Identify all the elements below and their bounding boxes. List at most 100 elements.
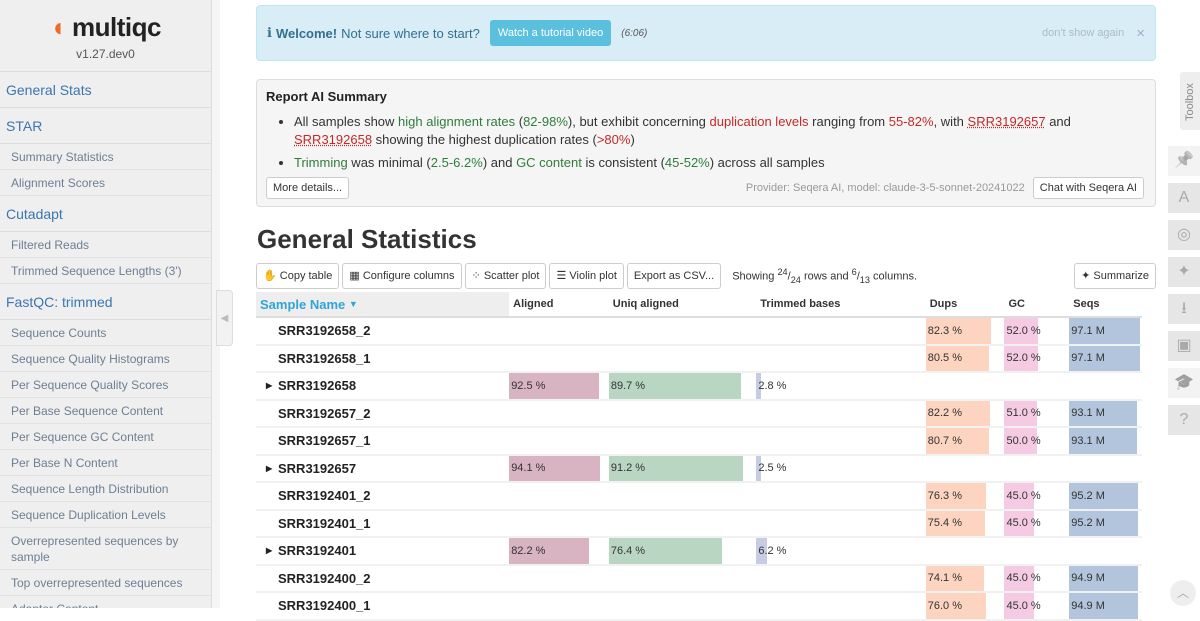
sidebar-item[interactable]: Overrepresented sequences by sample [0, 528, 211, 570]
sidebar-item[interactable]: Cutadapt [0, 196, 211, 232]
dups-bar [925, 565, 985, 591]
table-row[interactable]: SRR3192658_2 82.3 % 52.0 % 97.1 M [256, 318, 1142, 346]
dups-value: 80.5 % [927, 352, 962, 365]
sample-name: SRR3192401_1 [278, 515, 371, 531]
sample-name: SRR3192658_2 [278, 323, 371, 339]
logo[interactable]: ◖ multiqc v1.27.dev0 [0, 0, 211, 72]
header-sample-name[interactable]: Sample Name ▼ [256, 292, 510, 316]
table-row[interactable]: ▶ SRR3192658 92.5 % 89.7 % 2.8 % [256, 373, 1142, 401]
scroll-to-top-button[interactable]: ︿ [1170, 580, 1196, 606]
table-row[interactable]: SRR3192400_1 76.0 % 45.0 % 94.9 M [256, 593, 1142, 621]
violin-icon: ☰ [556, 270, 570, 282]
table-row[interactable]: SRR3192657_2 82.2 % 51.0 % 93.1 M [256, 400, 1142, 428]
cell-trimmed [756, 401, 925, 427]
sidebar-item[interactable]: Per Base Sequence Content [0, 398, 211, 424]
trimmed-bar [756, 373, 762, 399]
header-gc[interactable]: GC [1008, 298, 1025, 310]
sidebar-collapse-toggle[interactable]: ◀ [216, 290, 233, 346]
download-icon[interactable]: ⭳ [1168, 294, 1200, 324]
label: Scatter plot [483, 270, 540, 282]
font-icon[interactable]: A [1168, 183, 1200, 213]
cell-uniq [609, 428, 756, 454]
copy-table-button[interactable]: ✋ Copy table [256, 263, 340, 289]
copy-icon: ✋ [263, 270, 280, 282]
cols-total: 13 [859, 274, 870, 285]
sidebar-item[interactable]: Alignment Scores [0, 170, 211, 196]
configure-columns-button[interactable]: ▦ Configure columns [342, 263, 462, 289]
sidebar-item[interactable]: Top overrepresented sequences [0, 570, 211, 596]
toolbox-label: Toolbox [1184, 83, 1196, 121]
cell-uniq: 89.7 % [608, 373, 756, 399]
general-stats-table: Sample Name ▼ Aligned Uniq aligned Trimm… [256, 292, 1142, 621]
violin-plot-button[interactable]: ☰ Violin plot [549, 263, 624, 289]
sidebar-item[interactable]: Per Sequence GC Content [0, 424, 211, 450]
expand-caret-icon[interactable]: ▶ [266, 381, 273, 391]
uniq-bar [608, 373, 742, 399]
dont-show-again-link[interactable]: don't show again [1042, 27, 1125, 39]
table-row[interactable]: SRR3192400_2 74.1 % 45.0 % 94.9 M [256, 565, 1142, 593]
seqs-value: 93.1 M [1071, 434, 1105, 447]
sidebar-item[interactable]: Per Sequence Quality Scores [0, 372, 211, 398]
sample-link[interactable]: SRR3192658 [294, 132, 373, 147]
header-dups[interactable]: Dups [929, 298, 958, 310]
text: ) [630, 132, 635, 147]
sidebar-item[interactable]: Trimmed Sequence Lengths (3') [0, 258, 211, 284]
toolbox-tab[interactable]: Toolbox [1180, 72, 1200, 130]
more-details-button[interactable]: More details... [266, 177, 350, 199]
cell-uniq: 76.4 % [608, 538, 756, 564]
summarize-button[interactable]: ✦ Summarize [1074, 263, 1156, 289]
expand-caret-icon[interactable]: ▶ [266, 463, 273, 473]
sidebar-item[interactable]: Sequence Quality Histograms [0, 346, 211, 372]
sidebar-item[interactable]: Per Base N Content [0, 450, 211, 476]
sample-name: SRR3192658_1 [278, 350, 371, 366]
cell-sample-name[interactable]: ▶ SRR3192657 [256, 456, 509, 482]
close-icon[interactable]: × [1136, 24, 1145, 42]
cell-aligned [509, 483, 606, 509]
seqs-value: 94.9 M [1071, 599, 1105, 612]
uniq-bar [608, 538, 722, 564]
cell-uniq [609, 346, 756, 372]
graduation-cap-icon[interactable]: 🎓 [1168, 368, 1200, 398]
header-aligned[interactable]: Aligned [513, 298, 554, 310]
table-row[interactable]: ▶ SRR3192401 82.2 % 76.4 % 6.2 % [256, 538, 1142, 566]
text: ) across all samples [709, 155, 825, 170]
pin-icon[interactable]: 📌 [1168, 146, 1200, 176]
table-row[interactable]: SRR3192658_1 80.5 % 52.0 % 97.1 M [256, 345, 1142, 373]
sparkle-icon[interactable]: ✦ [1168, 257, 1200, 287]
cell-aligned [509, 428, 606, 454]
help-icon[interactable]: ? [1168, 405, 1200, 435]
sample-link[interactable]: SRR3192657 [967, 114, 1046, 129]
header-seqs[interactable]: Seqs [1073, 298, 1100, 310]
multiqc-logo: ◖ multiqc [0, 12, 211, 43]
cell-sample-name: SRR3192657_2 [256, 401, 509, 427]
cell-sample-name[interactable]: ▶ SRR3192401 [256, 538, 509, 564]
table-row[interactable]: SRR3192657_1 80.7 % 50.0 % 93.1 M [256, 428, 1142, 456]
sidebar-item[interactable]: STAR [0, 108, 211, 144]
cell-seqs: 94.9 M [1069, 593, 1142, 619]
sidebar-item[interactable]: Sequence Duplication Levels [0, 502, 211, 528]
sidebar-item[interactable]: FastQC: trimmed [0, 284, 211, 320]
header-trimmed-bases[interactable]: Trimmed bases [760, 298, 841, 310]
tutorial-video-button[interactable]: Watch a tutorial video [489, 20, 612, 46]
sidebar-item[interactable]: Filtered Reads [0, 232, 211, 258]
table-row[interactable]: ▶ SRR3192657 94.1 % 91.2 % 2.5 % [256, 455, 1142, 483]
sidebar-item[interactable]: General Stats [0, 72, 211, 108]
gc-bar [1004, 483, 1034, 509]
sidebar-item[interactable]: Adapter Content [0, 596, 211, 608]
sidebar-item[interactable]: Sequence Counts [0, 320, 211, 346]
sidebar-item[interactable]: Summary Statistics [0, 144, 211, 170]
dups-value: 74.1 % [927, 572, 962, 585]
expand-caret-icon[interactable]: ▶ [266, 546, 273, 556]
scatter-plot-button[interactable]: ⁘ Scatter plot [464, 263, 547, 289]
export-csv-button[interactable]: Export as CSV... [626, 263, 722, 289]
save-icon[interactable]: ▣ [1168, 331, 1200, 361]
header-uniq-aligned[interactable]: Uniq aligned [612, 298, 679, 310]
table-row[interactable]: SRR3192401_2 76.3 % 45.0 % 95.2 M [256, 483, 1142, 511]
eye-slash-icon[interactable]: ◎ [1168, 220, 1200, 250]
table-row[interactable]: SRR3192401_1 75.4 % 45.0 % 95.2 M [256, 510, 1142, 538]
sidebar-item[interactable]: Sequence Length Distribution [0, 476, 211, 502]
cell-uniq [609, 483, 756, 509]
ai-summary-panel: Report AI Summary All samples show high … [256, 79, 1156, 207]
cell-sample-name[interactable]: ▶ SRR3192658 [256, 373, 509, 399]
chat-seqera-button[interactable]: Chat with Seqera AI [1032, 177, 1144, 199]
